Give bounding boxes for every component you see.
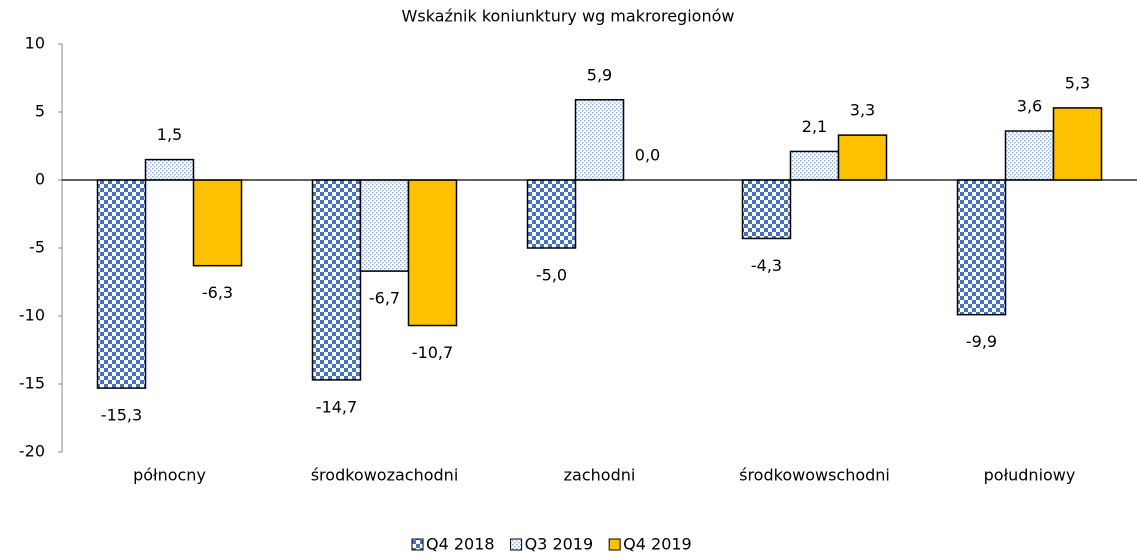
value-label: -10,7	[412, 343, 453, 362]
x-tick-label: środkowozachodni	[311, 466, 459, 485]
bar	[741, 179, 792, 240]
bar	[192, 179, 243, 267]
legend-label: Q4 2019	[623, 535, 692, 554]
x-tick-label: zachodni	[564, 466, 636, 485]
legend-swatch	[510, 538, 523, 551]
bar	[144, 158, 195, 181]
value-label: -5,0	[536, 266, 567, 285]
y-tick-label: 0	[35, 170, 45, 189]
bar	[789, 150, 840, 181]
bar	[311, 179, 362, 381]
value-label: 3,3	[850, 101, 875, 120]
legend-swatch	[608, 538, 621, 551]
bar	[837, 134, 888, 181]
y-tick-label: -20	[19, 442, 45, 461]
value-label: -14,7	[316, 397, 357, 416]
value-label: 0,0	[635, 146, 660, 165]
bar	[407, 179, 458, 327]
y-tick-label: 5	[35, 102, 45, 121]
y-tick-label: 10	[25, 34, 45, 53]
bar	[1004, 130, 1055, 181]
bar	[359, 179, 410, 272]
bar	[574, 99, 625, 181]
y-tick-label: -10	[19, 306, 45, 325]
bar	[956, 179, 1007, 316]
y-tick-label: -5	[29, 238, 45, 257]
value-label: -9,9	[966, 332, 997, 351]
bar	[526, 179, 577, 249]
value-label: 1,5	[157, 125, 182, 144]
value-label: 2,1	[802, 117, 827, 136]
legend-label: Q4 2018	[426, 535, 495, 554]
value-label: -6,7	[369, 289, 400, 308]
x-tick-label: środkowowschodni	[739, 466, 890, 485]
x-tick-label: południowy	[984, 466, 1076, 485]
chart-title: Wskaźnik koniunktury wg makroregionów	[402, 7, 735, 26]
value-label: -6,3	[202, 283, 233, 302]
x-tick-label: północny	[133, 466, 206, 485]
y-tick-label: -15	[19, 374, 45, 393]
legend-label: Q3 2019	[525, 535, 594, 554]
legend-swatch	[411, 538, 424, 551]
value-label: 3,6	[1017, 97, 1042, 116]
value-label: 5,9	[587, 65, 612, 84]
bar	[96, 179, 147, 389]
value-label: -4,3	[751, 256, 782, 275]
bar	[1052, 107, 1103, 181]
value-label: -15,3	[101, 406, 142, 425]
value-label: 5,3	[1065, 73, 1090, 92]
